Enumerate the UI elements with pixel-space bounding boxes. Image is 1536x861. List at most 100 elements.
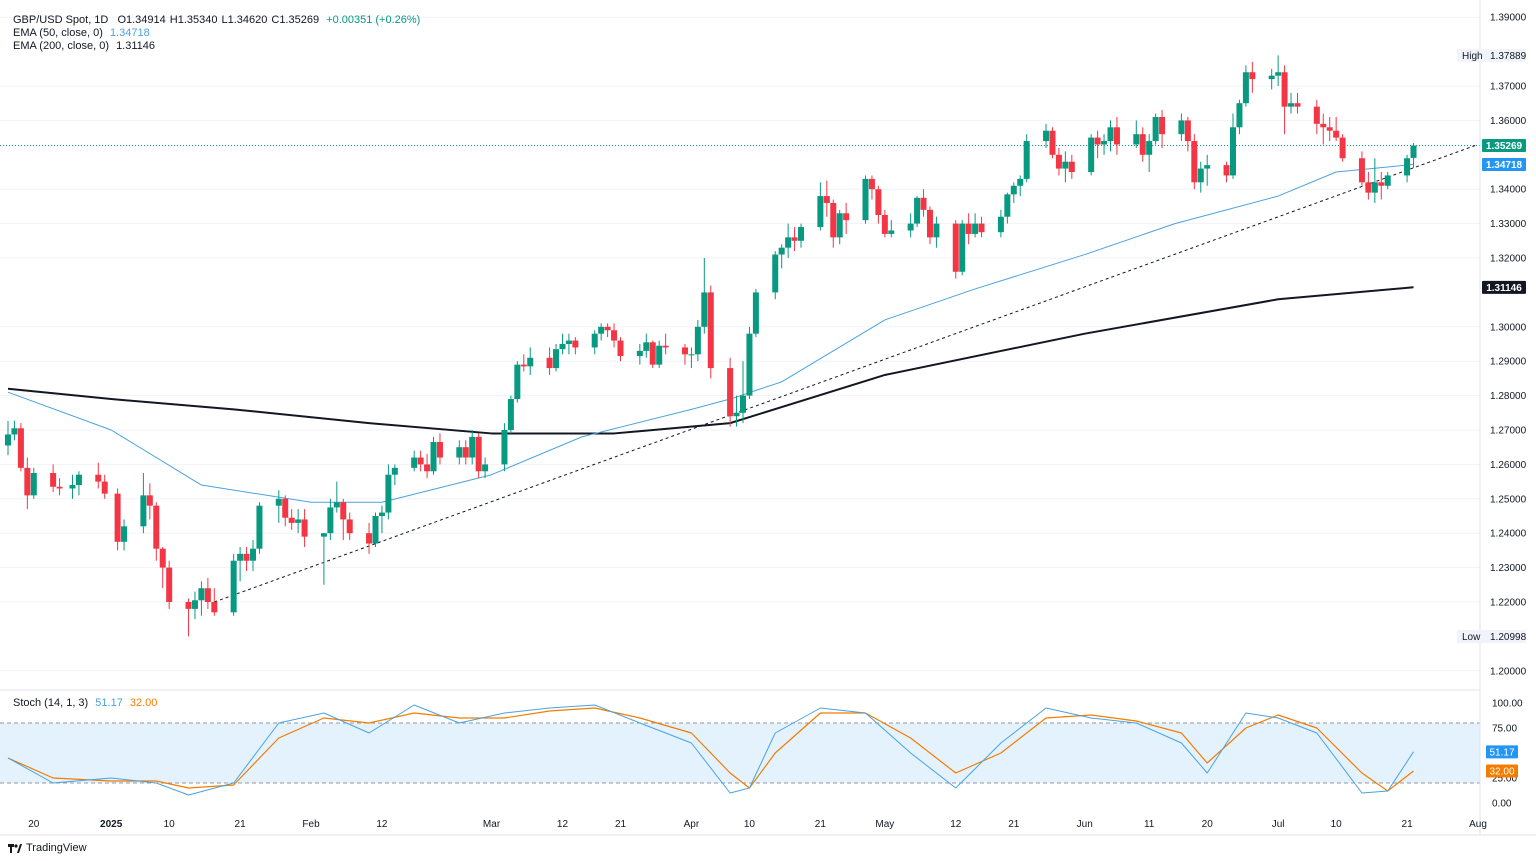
candle [301, 509, 308, 547]
time-tick: 20 [28, 819, 40, 830]
stoch-axis[interactable]: 100.00 75.00 25.00 0.00 [1492, 699, 1523, 810]
candle-body [565, 340, 572, 344]
price-tick: 1.25000 [1490, 494, 1527, 505]
candle [1313, 99, 1320, 135]
candle-body [50, 473, 57, 487]
candle-body [862, 178, 869, 221]
stoch-legend[interactable]: Stoch (14, 1, 3) 51.17 32.00 [13, 697, 157, 710]
candle [121, 519, 128, 551]
tradingview-logo[interactable]: TradingView [8, 842, 87, 854]
candle-body [301, 519, 308, 537]
candle-body [1378, 182, 1385, 186]
candle-body [1101, 141, 1108, 145]
candle [914, 196, 921, 228]
candle [681, 344, 688, 365]
candle-body [707, 292, 714, 369]
candle [501, 423, 508, 472]
candle [372, 512, 379, 547]
candle-body [507, 399, 514, 430]
ohlc-l: L1.34620 [221, 14, 268, 26]
ema200-value: 1.31146 [116, 40, 156, 52]
candle [1410, 143, 1417, 168]
candle [320, 533, 327, 585]
candle [1178, 113, 1185, 142]
candle [1358, 151, 1365, 186]
time-axis[interactable]: 20 2025 10 21 Feb 12 Mar 12 21 Apr 10 21 May 12 21 Jun 1… [28, 819, 1487, 830]
candle [56, 478, 63, 496]
candle [1139, 127, 1146, 162]
candle-body [514, 364, 521, 400]
candle-body [823, 196, 830, 203]
candle-body [772, 254, 779, 293]
time-tick: 21 [815, 819, 827, 830]
stoch-label: Stoch (14, 1, 3) [13, 697, 89, 709]
candle [1404, 154, 1411, 183]
ema200-legend[interactable]: EMA (200, close, 0) 1.31146 [13, 40, 155, 53]
candle [507, 395, 514, 434]
candle-body [778, 247, 785, 255]
ema50-legend[interactable]: EMA (50, close, 0) 1.34718 [13, 27, 150, 40]
candle [159, 546, 166, 589]
candle-body [140, 495, 147, 527]
candle-body [836, 213, 843, 238]
candle [333, 481, 340, 513]
candle [114, 488, 121, 551]
candle-body [275, 498, 282, 506]
candle-body [1333, 130, 1340, 138]
ohlc-h: H1.35340 [169, 14, 218, 26]
high-label-label: High [1462, 51, 1483, 62]
candle [643, 333, 650, 358]
candle [378, 505, 385, 534]
candle [978, 216, 985, 238]
candle [237, 546, 244, 582]
tradingview-icon [8, 843, 22, 853]
candle-body [965, 223, 972, 234]
candle [366, 522, 373, 554]
candle [1281, 65, 1288, 135]
price-grid [0, 16, 1480, 672]
price-tick: 1.24000 [1490, 529, 1527, 540]
candle [727, 357, 734, 427]
stoch-k-line [7, 704, 1414, 796]
stoch-tick: 75.00 [1492, 724, 1517, 735]
candle [417, 450, 424, 472]
candle [295, 509, 302, 534]
candle-body [121, 526, 128, 542]
candle [1068, 154, 1075, 179]
stoch-k-tag-bg [1486, 745, 1518, 759]
candle [598, 323, 605, 341]
stoch-tick: 25.00 [1492, 774, 1517, 785]
candle-body [391, 467, 398, 475]
change-value: +0.00351 (+0.26%) [326, 14, 421, 26]
candle [733, 395, 740, 427]
candle-body [1184, 120, 1191, 142]
candle-body [456, 447, 463, 458]
candle [836, 209, 843, 245]
candle [475, 433, 482, 479]
stoch-guides [0, 722, 1480, 784]
candle-body [1230, 127, 1236, 176]
candle-body [785, 237, 792, 248]
candle-body [243, 553, 250, 561]
candle [256, 502, 263, 554]
candle [1101, 134, 1108, 155]
candle-body [1107, 127, 1114, 142]
time-tick: 11 [1144, 819, 1155, 830]
candle [1204, 154, 1211, 186]
candle [546, 347, 553, 375]
symbol-title[interactable]: GBP/USD Spot, 1D [13, 14, 109, 26]
candle [604, 323, 611, 338]
candle [185, 598, 192, 637]
candle-body [501, 430, 508, 465]
candle-body [327, 507, 334, 534]
price-axis[interactable]: 1.39000 1.37000 1.36000 1.34000 1.33000 1.320… [1490, 13, 1527, 678]
candle-body [378, 512, 385, 516]
ema50-tag-text: 1.34718 [1486, 160, 1523, 171]
candle [1268, 68, 1275, 90]
candle [817, 182, 824, 231]
candle-body [1068, 161, 1075, 172]
ema50-label: EMA (50, close, 0) [13, 27, 103, 39]
candle-body [1339, 137, 1346, 159]
candle-body [546, 357, 553, 369]
